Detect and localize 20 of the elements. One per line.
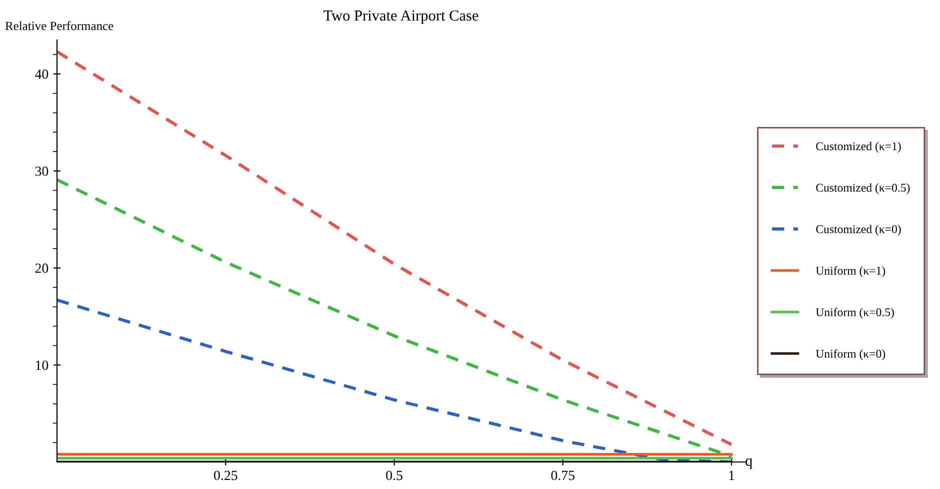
x-tick-label: 0.5 <box>386 470 402 480</box>
x-axis-title: q <box>746 458 752 469</box>
x-tick-label: 0.25 <box>214 470 238 480</box>
y-tick-label: 30 <box>35 166 48 176</box>
x-tick-label: 0.75 <box>551 470 574 480</box>
legend-label: Uniform (κ=0) <box>816 349 886 360</box>
legend-label: Customized (κ=0) <box>816 224 901 236</box>
legend-label: Customized (κ=1) <box>816 142 901 153</box>
chart-title: Two Private Airport Case <box>324 10 478 24</box>
y-tick-label: 40 <box>35 70 48 79</box>
legend-label: Uniform (κ=0.5) <box>816 308 894 319</box>
y-tick-label: 20 <box>35 264 48 273</box>
line-series <box>57 178 734 458</box>
x-tick-label: 1 <box>729 470 734 480</box>
line-series <box>57 298 734 462</box>
y-tick-label: 10 <box>36 360 48 370</box>
y-axis-title: Relative Performance <box>5 21 114 30</box>
legend-label: Uniform (κ=1) <box>816 266 886 278</box>
line-series <box>57 50 734 446</box>
legend-label: Customized (κ=0.5) <box>816 183 910 194</box>
